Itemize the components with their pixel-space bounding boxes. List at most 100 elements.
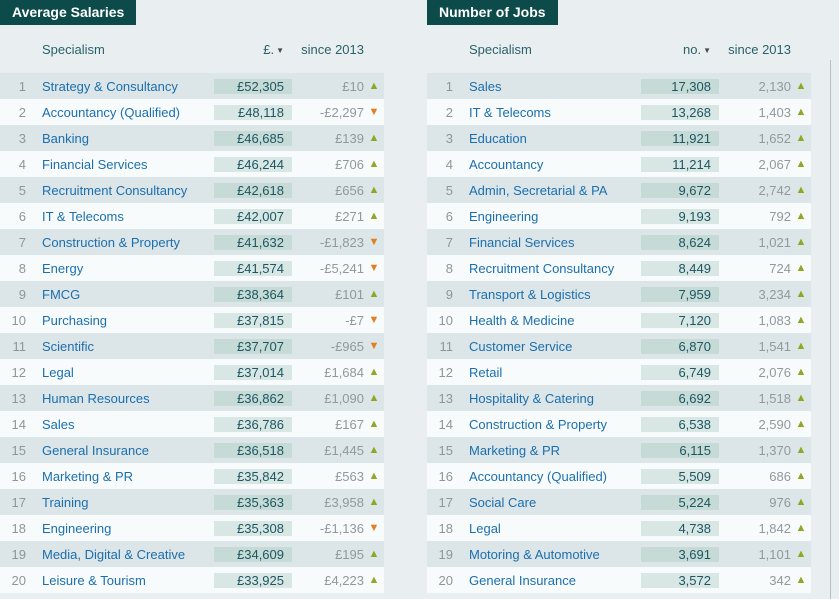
specialism-link[interactable]: Banking: [42, 130, 89, 146]
specialism-link[interactable]: Training: [42, 494, 89, 510]
since-2013-cell: 2,130: [758, 78, 791, 94]
trend-up-icon: ▲: [795, 184, 807, 196]
trend-up-icon: ▲: [795, 288, 807, 300]
trend-up-icon: ▲: [795, 340, 807, 352]
specialism-link[interactable]: Human Resources: [42, 390, 150, 406]
specialism-link[interactable]: Social Care: [469, 494, 537, 510]
since-2013-cell: £167: [335, 416, 364, 432]
col-header-since-2013[interactable]: since 2013: [301, 41, 364, 57]
scrollbar-track-line: [830, 60, 831, 599]
since-2013-cell: £195: [335, 546, 364, 562]
specialism-link[interactable]: Sales: [469, 78, 502, 94]
specialism-link[interactable]: IT & Telecoms: [42, 208, 124, 224]
specialism-link[interactable]: Admin, Secretarial & PA: [469, 182, 608, 198]
row-rank: 6: [445, 208, 453, 224]
specialism-link[interactable]: Scientific: [42, 338, 95, 354]
table-header: Specialism no. ▼ since 2013: [427, 25, 811, 73]
specialism-link[interactable]: Accountancy (Qualified): [469, 468, 608, 484]
specialism-link[interactable]: Retail: [469, 364, 503, 380]
specialism-link[interactable]: Construction & Property: [42, 234, 181, 250]
trend-up-icon: ▲: [368, 444, 380, 456]
value-cell: £36,786: [214, 416, 292, 432]
specialism-link[interactable]: IT & Telecoms: [469, 104, 551, 120]
row-rank: 17: [438, 494, 453, 510]
specialism-link[interactable]: Energy: [42, 260, 84, 276]
value-cell: £34,609: [214, 546, 292, 562]
trend-up-icon: ▲: [368, 158, 380, 170]
specialism-link[interactable]: Sales: [42, 416, 75, 432]
since-2013-cell: £271: [335, 208, 364, 224]
row-rank: 4: [445, 156, 453, 172]
table-body: 1 Strategy & Consultancy £52,305 £10 ▲ 2 Accou…: [0, 73, 384, 593]
table-row: 11 Scientific £37,707 -£965 ▼: [0, 333, 384, 359]
specialism-link[interactable]: Legal: [469, 520, 501, 536]
specialism-link[interactable]: Engineering: [469, 208, 539, 224]
specialism-link[interactable]: Marketing & PR: [469, 442, 561, 458]
trend-down-icon: ▼: [368, 314, 380, 326]
value-cell: £48,118: [214, 104, 292, 120]
since-2013-cell: £3,958: [324, 494, 364, 510]
specialism-link[interactable]: Hospitality & Catering: [469, 390, 594, 406]
specialism-link[interactable]: Legal: [42, 364, 74, 380]
specialism-link[interactable]: Financial Services: [42, 156, 148, 172]
specialism-link[interactable]: Financial Services: [469, 234, 575, 250]
since-2013-cell: 1,403: [758, 104, 791, 120]
specialism-link[interactable]: Transport & Logistics: [469, 286, 591, 302]
specialism-link[interactable]: Construction & Property: [469, 416, 608, 432]
value-cell: 6,538: [641, 416, 719, 432]
col-header-since-2013[interactable]: since 2013: [728, 41, 791, 57]
table-row: 20 Leisure & Tourism £33,925 £4,223 ▲: [0, 567, 384, 593]
since-2013-cell: 1,370: [758, 442, 791, 458]
value-cell: 9,672: [641, 182, 719, 198]
specialism-link[interactable]: Media, Digital & Creative: [42, 546, 186, 562]
table-row: 7 Construction & Property £41,632 -£1,823 ▼: [0, 229, 384, 255]
specialism-link[interactable]: General Insurance: [469, 572, 576, 588]
specialism-link[interactable]: Education: [469, 130, 527, 146]
specialism-link[interactable]: Engineering: [42, 520, 112, 536]
specialism-link[interactable]: Motoring & Automotive: [469, 546, 600, 562]
table-row: 14 Sales £36,786 £167 ▲: [0, 411, 384, 437]
since-2013-cell: -£2,297: [319, 104, 364, 120]
specialism-link[interactable]: FMCG: [42, 286, 81, 302]
value-cell: 9,193: [641, 208, 719, 224]
specialism-link[interactable]: Recruitment Consultancy: [42, 182, 188, 198]
value-cell: 3,572: [641, 572, 719, 588]
since-2013-cell: 792: [769, 208, 791, 224]
value-cell: £37,014: [214, 364, 292, 380]
table-row: 9 Transport & Logistics 7,959 3,234 ▲: [427, 281, 811, 307]
trend-up-icon: ▲: [795, 366, 807, 378]
row-rank: 10: [438, 312, 453, 328]
table-row: 3 Banking £46,685 £139 ▲: [0, 125, 384, 151]
table-row: 9 FMCG £38,364 £101 ▲: [0, 281, 384, 307]
specialism-link[interactable]: Recruitment Consultancy: [469, 260, 615, 276]
trend-up-icon: ▲: [368, 548, 380, 560]
specialism-link[interactable]: Accountancy: [469, 156, 544, 172]
specialism-link[interactable]: Strategy & Consultancy: [42, 78, 178, 94]
specialism-link[interactable]: Purchasing: [42, 312, 108, 328]
specialism-link[interactable]: Customer Service: [469, 338, 573, 354]
trend-down-icon: ▼: [368, 262, 380, 274]
trend-up-icon: ▲: [368, 366, 380, 378]
table-row: 12 Legal £37,014 £1,684 ▲: [0, 359, 384, 385]
table-row: 18 Legal 4,738 1,842 ▲: [427, 515, 811, 541]
col-header-specialism[interactable]: Specialism: [469, 41, 532, 57]
trend-up-icon: ▲: [795, 106, 807, 118]
trend-up-icon: ▲: [368, 80, 380, 92]
table-row: 1 Sales 17,308 2,130 ▲: [427, 73, 811, 99]
specialism-link[interactable]: Health & Medicine: [469, 312, 575, 328]
sort-desc-icon: ▼: [703, 45, 711, 55]
trend-up-icon: ▲: [795, 210, 807, 222]
col-header-value[interactable]: £. ▼: [214, 42, 292, 57]
specialism-link[interactable]: Leisure & Tourism: [42, 572, 146, 588]
trend-up-icon: ▲: [368, 470, 380, 482]
since-2013-cell: 3,234: [758, 286, 791, 302]
row-rank: 15: [438, 442, 453, 458]
trend-up-icon: ▲: [368, 132, 380, 144]
since-2013-cell: £1,445: [324, 442, 364, 458]
specialism-link[interactable]: Marketing & PR: [42, 468, 134, 484]
specialism-link[interactable]: Accountancy (Qualified): [42, 104, 181, 120]
specialism-link[interactable]: General Insurance: [42, 442, 149, 458]
col-header-value[interactable]: no. ▼: [641, 42, 719, 57]
table-row: 13 Hospitality & Catering 6,692 1,518 ▲: [427, 385, 811, 411]
col-header-specialism[interactable]: Specialism: [42, 41, 105, 57]
